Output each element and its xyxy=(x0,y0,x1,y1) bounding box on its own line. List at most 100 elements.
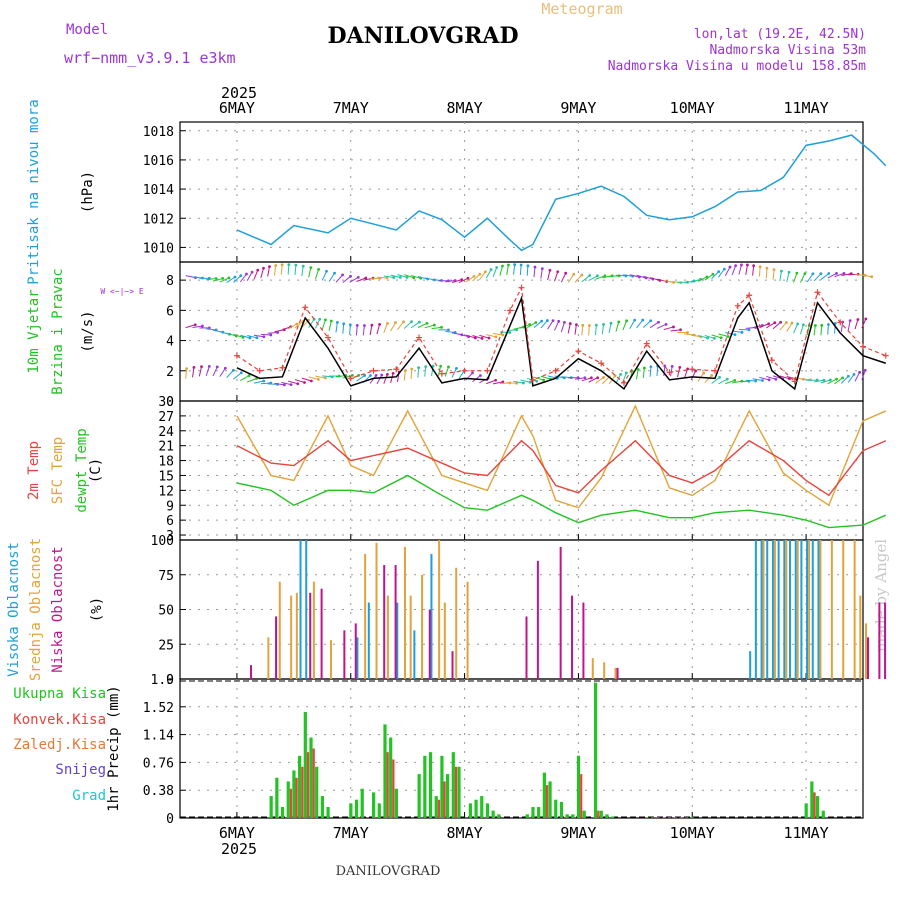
precip-total-bar xyxy=(320,796,324,818)
wind-arrow xyxy=(588,377,598,383)
wind-arrow xyxy=(793,323,799,334)
wind-arrow xyxy=(294,379,305,383)
wind-arrow xyxy=(403,370,406,381)
wind-arrow xyxy=(690,370,697,381)
wind-arrow-head xyxy=(262,335,266,339)
cloud-bar-high xyxy=(413,630,416,679)
precip-total-bar xyxy=(446,774,450,818)
wind-arrow xyxy=(649,321,659,329)
wind-arrow xyxy=(772,321,781,330)
wind-arrow xyxy=(547,320,554,330)
precip-convective-bar xyxy=(545,785,549,818)
temperature-y-tick-label: 9 xyxy=(166,499,174,514)
model-name: wrf−nmm_v3.9.1 e3km xyxy=(64,49,236,67)
wind-arrow xyxy=(513,380,524,384)
precip-convective-bar xyxy=(306,752,310,818)
wind-arrow xyxy=(793,272,798,283)
wind-arrow-head xyxy=(796,322,800,326)
wind-arrow-head xyxy=(580,273,584,277)
wind-arrow xyxy=(240,375,250,382)
wind-arrow xyxy=(479,334,490,339)
wind-arrow xyxy=(383,275,394,279)
cloud-bar-medium xyxy=(796,540,799,679)
cloud-bar-high xyxy=(430,553,433,679)
cloud-bar-low xyxy=(250,665,253,679)
wind-arrow xyxy=(813,325,816,336)
cloud-bar-low xyxy=(394,565,397,679)
wind-arrow-head xyxy=(501,264,504,268)
wind-arrow-head xyxy=(317,267,320,271)
wind-arrow-head xyxy=(787,270,791,274)
cloud-bar-medium xyxy=(830,540,833,679)
wind-arrow-head xyxy=(535,379,539,383)
wind-arrow xyxy=(841,273,852,276)
wind-arrow-head xyxy=(303,381,306,384)
wind-arrow xyxy=(383,374,388,384)
precip-total-bar xyxy=(451,752,455,818)
wind-arrow-head xyxy=(670,364,674,368)
wind-arrow xyxy=(404,274,414,279)
wind-arrow-head xyxy=(649,319,653,323)
precip-total-bar xyxy=(804,803,808,818)
wind-arrow-head xyxy=(852,372,856,376)
wind-arrow xyxy=(506,264,509,275)
wind-arrow xyxy=(253,380,264,384)
precip-total-bar xyxy=(542,772,546,818)
wind-arrow xyxy=(376,374,383,385)
wind-arrow-head xyxy=(484,270,487,274)
temperature-y-tick-label: 15 xyxy=(158,469,174,484)
wind-arrow-head xyxy=(370,323,374,327)
precip-frame xyxy=(179,678,864,819)
top-day-label: 11MAY xyxy=(784,99,829,117)
precip-total-bar xyxy=(389,737,393,818)
wind-arrow-head xyxy=(835,377,838,381)
wind-arrow xyxy=(458,277,469,284)
wind-gust-line xyxy=(236,285,886,384)
precip-convective-bar xyxy=(386,752,389,818)
wind-arrow xyxy=(779,322,787,331)
wind-arrow xyxy=(554,321,560,331)
wind-arrow-head xyxy=(201,324,204,328)
wind-arrow-head xyxy=(410,320,413,324)
cloud-bar-low xyxy=(867,637,869,679)
wind-arrow-head xyxy=(294,263,298,267)
wind-arrow xyxy=(690,278,701,283)
wind-arrow-head xyxy=(758,265,762,269)
wind-arrow xyxy=(636,319,644,329)
wind-arrow xyxy=(526,265,529,276)
temperature-y-tick-label: 6 xyxy=(166,514,174,529)
precip-y-tick-label: 0.76 xyxy=(143,756,174,771)
wind-arrow xyxy=(697,276,708,282)
pressure-y-tick-label: 1016 xyxy=(143,154,174,169)
wind-arrow-head xyxy=(803,272,807,275)
wind-arrow-head xyxy=(642,366,646,370)
wind-arrow-head xyxy=(617,320,621,324)
wind-arrow xyxy=(656,323,667,329)
wind-arrow-head xyxy=(432,323,436,327)
wind-arrow-head xyxy=(827,272,831,275)
wind-arrow xyxy=(697,334,708,339)
wind-arrow xyxy=(294,321,304,329)
wind-arrow xyxy=(834,323,836,334)
wind-arrow-head xyxy=(439,364,443,368)
bottom-day-label: 7MAY xyxy=(333,824,369,842)
wind-arrow xyxy=(431,365,434,377)
wind-arrow xyxy=(642,367,645,378)
cloud-bar-high xyxy=(760,540,763,679)
wind-arrow-head xyxy=(719,336,723,340)
wind-arrow xyxy=(226,369,234,379)
wind-arrow xyxy=(247,335,258,339)
wind-arrow-head xyxy=(333,271,336,275)
wind-arrow-head xyxy=(473,336,477,340)
wind-arrow xyxy=(274,382,285,386)
wind-gust-marker xyxy=(734,302,741,309)
wind-arrow-head xyxy=(528,380,532,384)
wind-arrow xyxy=(445,330,456,333)
wind-arrow-head xyxy=(200,365,203,368)
wind-arrow-head xyxy=(726,335,730,338)
wind-arrow-head xyxy=(269,333,273,337)
wind-arrow-head xyxy=(602,322,605,326)
cloud-bar-high xyxy=(305,540,308,679)
wind-arrow-head xyxy=(369,374,372,377)
wind-arrow-head xyxy=(466,276,470,280)
